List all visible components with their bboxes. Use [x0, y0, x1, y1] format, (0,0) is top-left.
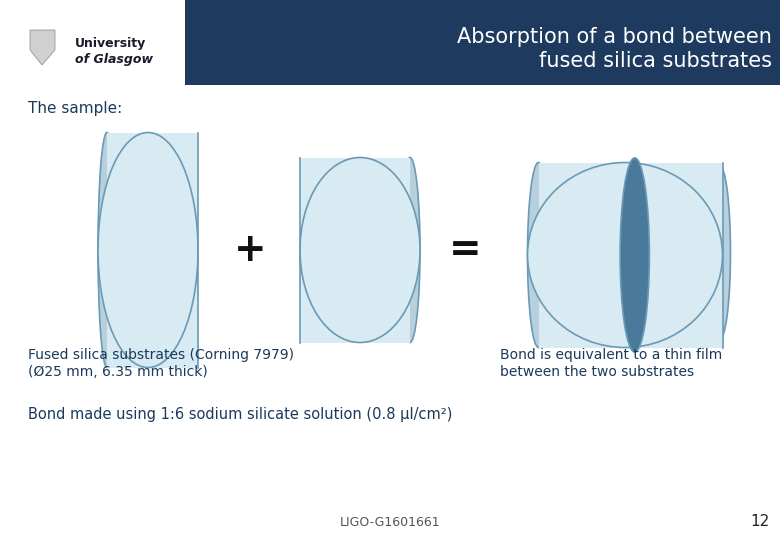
Text: Bond is equivalent to a thin film: Bond is equivalent to a thin film [500, 348, 722, 362]
Text: (Ø25 mm, 6.35 mm thick): (Ø25 mm, 6.35 mm thick) [28, 365, 207, 379]
Ellipse shape [527, 163, 549, 348]
Text: Absorption of a bond between: Absorption of a bond between [457, 27, 772, 47]
Text: The sample:: The sample: [28, 100, 122, 116]
Text: 12: 12 [750, 515, 770, 530]
Ellipse shape [300, 158, 420, 342]
Ellipse shape [708, 165, 731, 340]
Text: University: University [75, 37, 147, 50]
Text: Bond made using 1:6 sodium silicate solution (0.8 μl/cm²): Bond made using 1:6 sodium silicate solu… [28, 408, 452, 422]
Text: fused silica substrates: fused silica substrates [539, 51, 772, 71]
Bar [0, 0, 185, 85]
Polygon shape [107, 132, 198, 368]
Ellipse shape [98, 132, 116, 368]
Polygon shape [300, 158, 410, 342]
Text: =: = [448, 231, 481, 269]
Ellipse shape [400, 158, 420, 342]
Text: of Glasgow: of Glasgow [75, 52, 153, 65]
Text: between the two substrates: between the two substrates [500, 365, 694, 379]
Text: Fused silica substrates (Corning 7979): Fused silica substrates (Corning 7979) [28, 348, 294, 362]
Ellipse shape [98, 132, 198, 368]
Bar [185, 0, 780, 85]
Text: +: + [234, 231, 266, 269]
Polygon shape [538, 163, 722, 348]
Ellipse shape [527, 163, 722, 348]
Ellipse shape [541, 165, 725, 340]
Polygon shape [30, 30, 55, 65]
Text: LIGO-G1601661: LIGO-G1601661 [339, 516, 441, 529]
Ellipse shape [620, 158, 650, 352]
